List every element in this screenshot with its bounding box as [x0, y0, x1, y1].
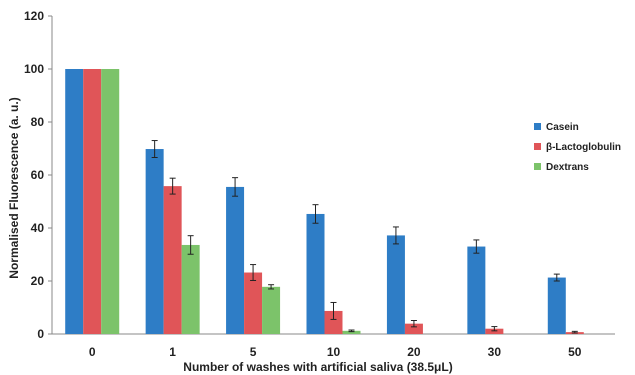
legend-label: Dextrans [546, 162, 589, 173]
bar-lactoglobulin [244, 272, 263, 334]
legend-swatch [534, 163, 541, 170]
y-tick-label: 40 [31, 221, 45, 235]
legend-swatch [534, 123, 541, 130]
y-tick-label: 60 [31, 168, 45, 182]
legend: Casein β-Lactoglobulin Dextrans [534, 122, 621, 173]
x-tick-label: 1 [169, 345, 176, 359]
bar-dextrans [262, 286, 281, 334]
x-tick-label: 50 [568, 345, 582, 359]
bar-casein [547, 277, 566, 334]
y-tick-label: 20 [31, 274, 45, 288]
bar-dextrans [101, 69, 120, 334]
legend-label: β-Lactoglobulin [546, 142, 621, 153]
x-axis: 0 1 5 10 20 30 50 [52, 333, 615, 359]
legend-label: Casein [546, 122, 579, 133]
y-tick-label: 80 [31, 115, 45, 129]
bar-casein [145, 149, 164, 334]
x-axis-title: Number of washes with artificial saliva … [183, 360, 452, 374]
y-axis: 0 20 40 60 80 100 120 [24, 9, 53, 341]
y-axis-title: Normalised Fluorescence (a. u.) [7, 97, 21, 278]
x-tick-label: 10 [327, 345, 341, 359]
bar-dextrans [342, 330, 361, 334]
error-bars-group [151, 140, 578, 334]
x-tick-label: 30 [488, 345, 502, 359]
x-tick-label: 0 [89, 345, 96, 359]
bar-lactoglobulin [324, 310, 343, 334]
bar-dextrans [181, 244, 200, 334]
bar-lactoglobulin [485, 328, 504, 334]
x-tick-label: 20 [407, 345, 421, 359]
y-tick-label: 0 [37, 327, 44, 341]
bar-casein [386, 235, 405, 334]
bar-casein [306, 213, 325, 334]
bar-casein [226, 186, 245, 334]
legend-swatch [534, 143, 541, 150]
bar-series-group [65, 69, 584, 334]
bar-casein [65, 69, 84, 334]
y-tick-label: 120 [24, 9, 44, 23]
bar-lactoglobulin [163, 186, 182, 334]
y-tick-label: 100 [24, 62, 44, 76]
bar-lactoglobulin [83, 69, 102, 334]
bar-casein [467, 246, 486, 334]
bar-lactoglobulin [404, 323, 423, 334]
x-tick-label: 5 [250, 345, 257, 359]
